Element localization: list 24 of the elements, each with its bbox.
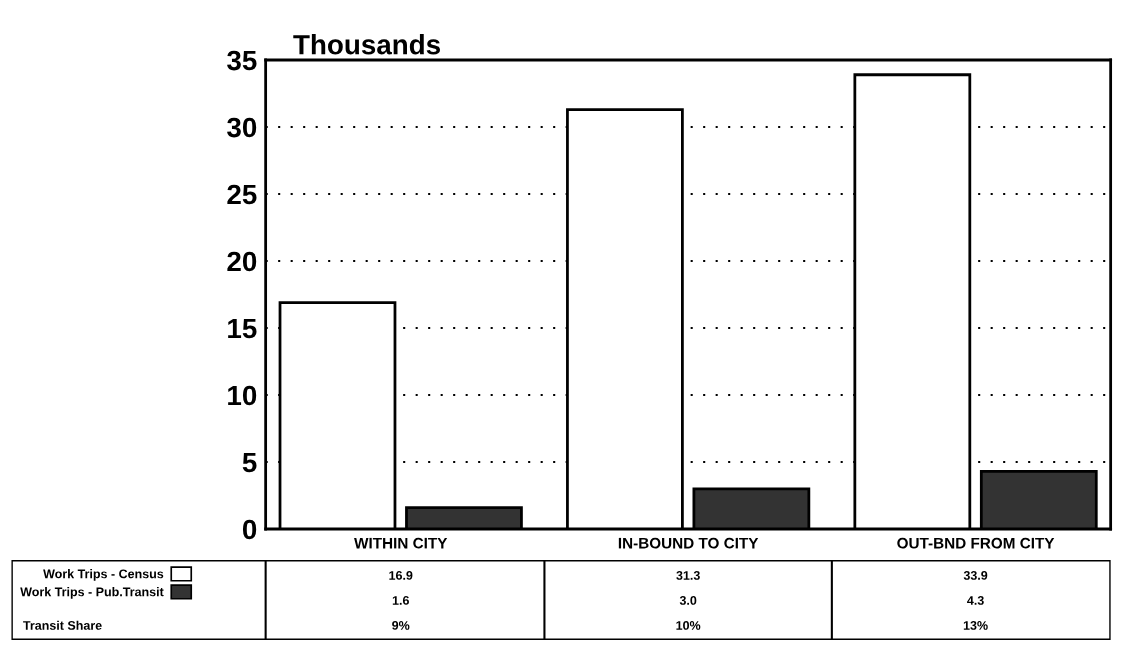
- y-tick-label: 15: [228, 318, 257, 339]
- data-label: 31.3: [676, 571, 700, 580]
- y-tick-label: 25: [227, 184, 257, 205]
- y-tick-label: 20: [227, 251, 257, 272]
- x-tick-label: OUT-BND FROM CITY: [897, 537, 1055, 549]
- data-label: 4.3: [967, 596, 984, 605]
- x-tick-label: IN-BOUND TO CITY: [618, 537, 759, 549]
- y-tick-label: 5: [242, 452, 257, 473]
- x-tick-label: WITHIN CITY: [354, 537, 448, 549]
- text: 9%: [392, 621, 410, 630]
- y-tick-label: 10: [228, 385, 257, 406]
- legend-label: Work Trips - Census: [43, 569, 164, 581]
- y-tick-label: 35: [227, 50, 257, 71]
- y-tick-label: 30: [227, 117, 257, 138]
- text: 10%: [676, 621, 701, 630]
- y-axis-title: Thousands: [293, 34, 440, 55]
- data-label: 16.9: [389, 571, 413, 580]
- data-label: 3.0: [679, 596, 697, 605]
- text: 13%: [963, 621, 988, 630]
- data-label: 33.9: [963, 571, 988, 580]
- text: Transit Share: [23, 620, 102, 630]
- legend-label: Work Trips - Pub.Transit: [20, 587, 164, 599]
- y-tick-label: 0: [242, 519, 257, 540]
- data-label: 1.6: [392, 596, 409, 605]
